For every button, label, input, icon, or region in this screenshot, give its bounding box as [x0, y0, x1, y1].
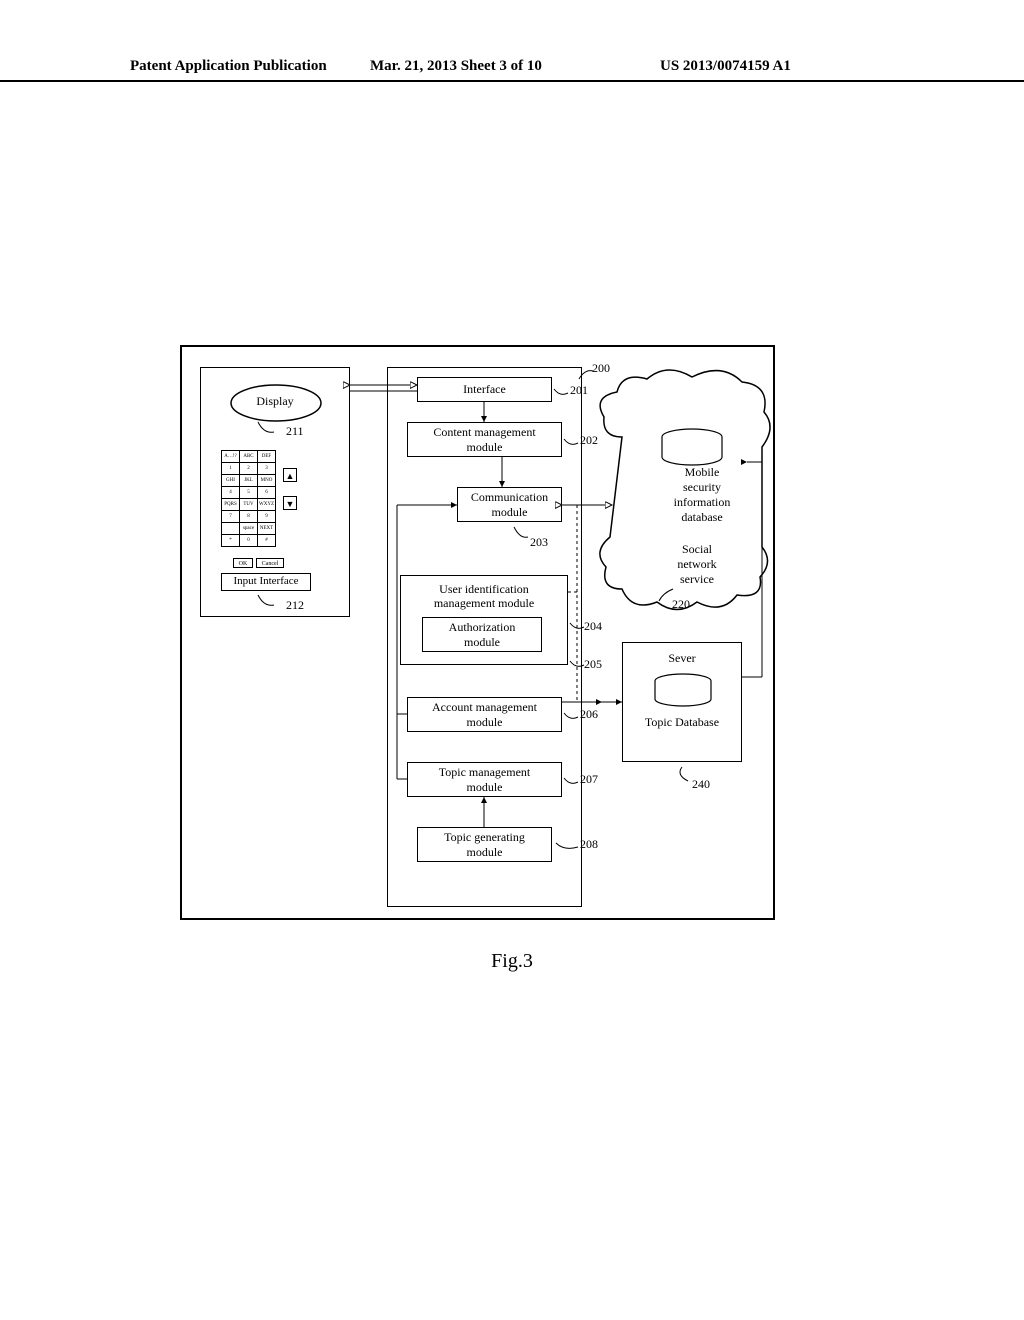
header-mid: Mar. 21, 2013 Sheet 3 of 10: [370, 58, 542, 75]
content-mgmt-box: Content management module: [407, 422, 562, 457]
ref-211: 211: [286, 424, 304, 438]
leader-220-icon: [657, 587, 677, 603]
topic-mgmt-box: Topic management module: [407, 762, 562, 797]
key-cell: 6: [258, 487, 276, 499]
key-cell: 1: [222, 463, 240, 475]
userid-label: User identification management module: [409, 582, 559, 611]
ref-208: 208: [580, 837, 598, 852]
page-header: Patent Application Publication Mar. 21, …: [0, 58, 1024, 82]
key-cell: 8: [240, 511, 258, 523]
server-db-icon: [653, 673, 713, 708]
diagram-frame: Display 211 A…!?ABCDEF 123 GHIJKLMNO 456…: [180, 345, 775, 920]
leader-204-icon: [568, 619, 588, 631]
server-db-label: Topic Database: [623, 715, 741, 729]
leader-205-icon: [568, 657, 588, 669]
leader-203-icon: [512, 525, 532, 541]
key-cell: 7: [222, 511, 240, 523]
key-cell: PQRS: [222, 499, 240, 511]
key-cell: 5: [240, 487, 258, 499]
leader-201-icon: [552, 385, 572, 397]
ref-206: 206: [580, 707, 598, 722]
key-cell: JKL: [240, 475, 258, 487]
key-cell: TUV: [240, 499, 258, 511]
topic-gen-box: Topic generating module: [417, 827, 552, 862]
device-panel: Display 211 A…!?ABCDEF 123 GHIJKLMNO 456…: [200, 367, 350, 617]
key-cell: 9: [258, 511, 276, 523]
leader-206-icon: [562, 709, 582, 721]
leader-211-icon: [256, 420, 286, 438]
leader-212-icon: [256, 593, 286, 611]
communication-box: Communication module: [457, 487, 562, 522]
account-mgmt-box: Account management module: [407, 697, 562, 732]
server-label: Sever: [623, 651, 741, 665]
leader-202-icon: [562, 435, 582, 447]
key-cell: ABC: [240, 451, 258, 463]
key-cell: 4: [222, 487, 240, 499]
key-cell: 3: [258, 463, 276, 475]
key-cell: space: [240, 523, 258, 535]
ref-201: 201: [570, 383, 588, 398]
key-cell: [222, 523, 240, 535]
ok-button: OK: [233, 558, 253, 568]
ref-203: 203: [530, 535, 548, 550]
leader-208-icon: [554, 839, 582, 851]
ref-212: 212: [286, 598, 304, 612]
ref-240: 240: [692, 777, 710, 792]
key-cell: MNO: [258, 475, 276, 487]
cancel-button: Cancel: [256, 558, 284, 568]
key-cell: NEXT: [258, 523, 276, 535]
key-cell: #: [258, 535, 276, 547]
leader-207-icon: [562, 774, 582, 786]
header-left: Patent Application Publication: [130, 58, 327, 75]
key-cell: GHI: [222, 475, 240, 487]
interface-box: Interface: [417, 377, 552, 402]
leader-240-icon: [674, 765, 694, 785]
header-right: US 2013/0074159 A1: [660, 58, 791, 75]
ref-207: 207: [580, 772, 598, 787]
key-cell: WXYZ: [258, 499, 276, 511]
authorization-box: Authorization module: [422, 617, 542, 652]
input-interface-label: Input Interface: [221, 573, 311, 591]
key-cell: A…!?: [222, 451, 240, 463]
server-box: Sever Topic Database: [622, 642, 742, 762]
key-cell: 2: [240, 463, 258, 475]
key-cell: 0: [240, 535, 258, 547]
keypad: A…!?ABCDEF 123 GHIJKLMNO 456 PQRSTUVWXYZ…: [221, 450, 276, 547]
key-cell: DEF: [258, 451, 276, 463]
figure-label: Fig.3: [0, 950, 1024, 973]
display-label: Display: [201, 394, 349, 408]
page: Patent Application Publication Mar. 21, …: [0, 0, 1024, 1320]
cloud-sns-label: Social network service: [657, 542, 737, 587]
arrow-up-icon: ▲: [283, 468, 297, 482]
arrow-down-icon: ▼: [283, 496, 297, 510]
key-cell: *: [222, 535, 240, 547]
cloud-db-label: Mobile security information database: [657, 465, 747, 525]
